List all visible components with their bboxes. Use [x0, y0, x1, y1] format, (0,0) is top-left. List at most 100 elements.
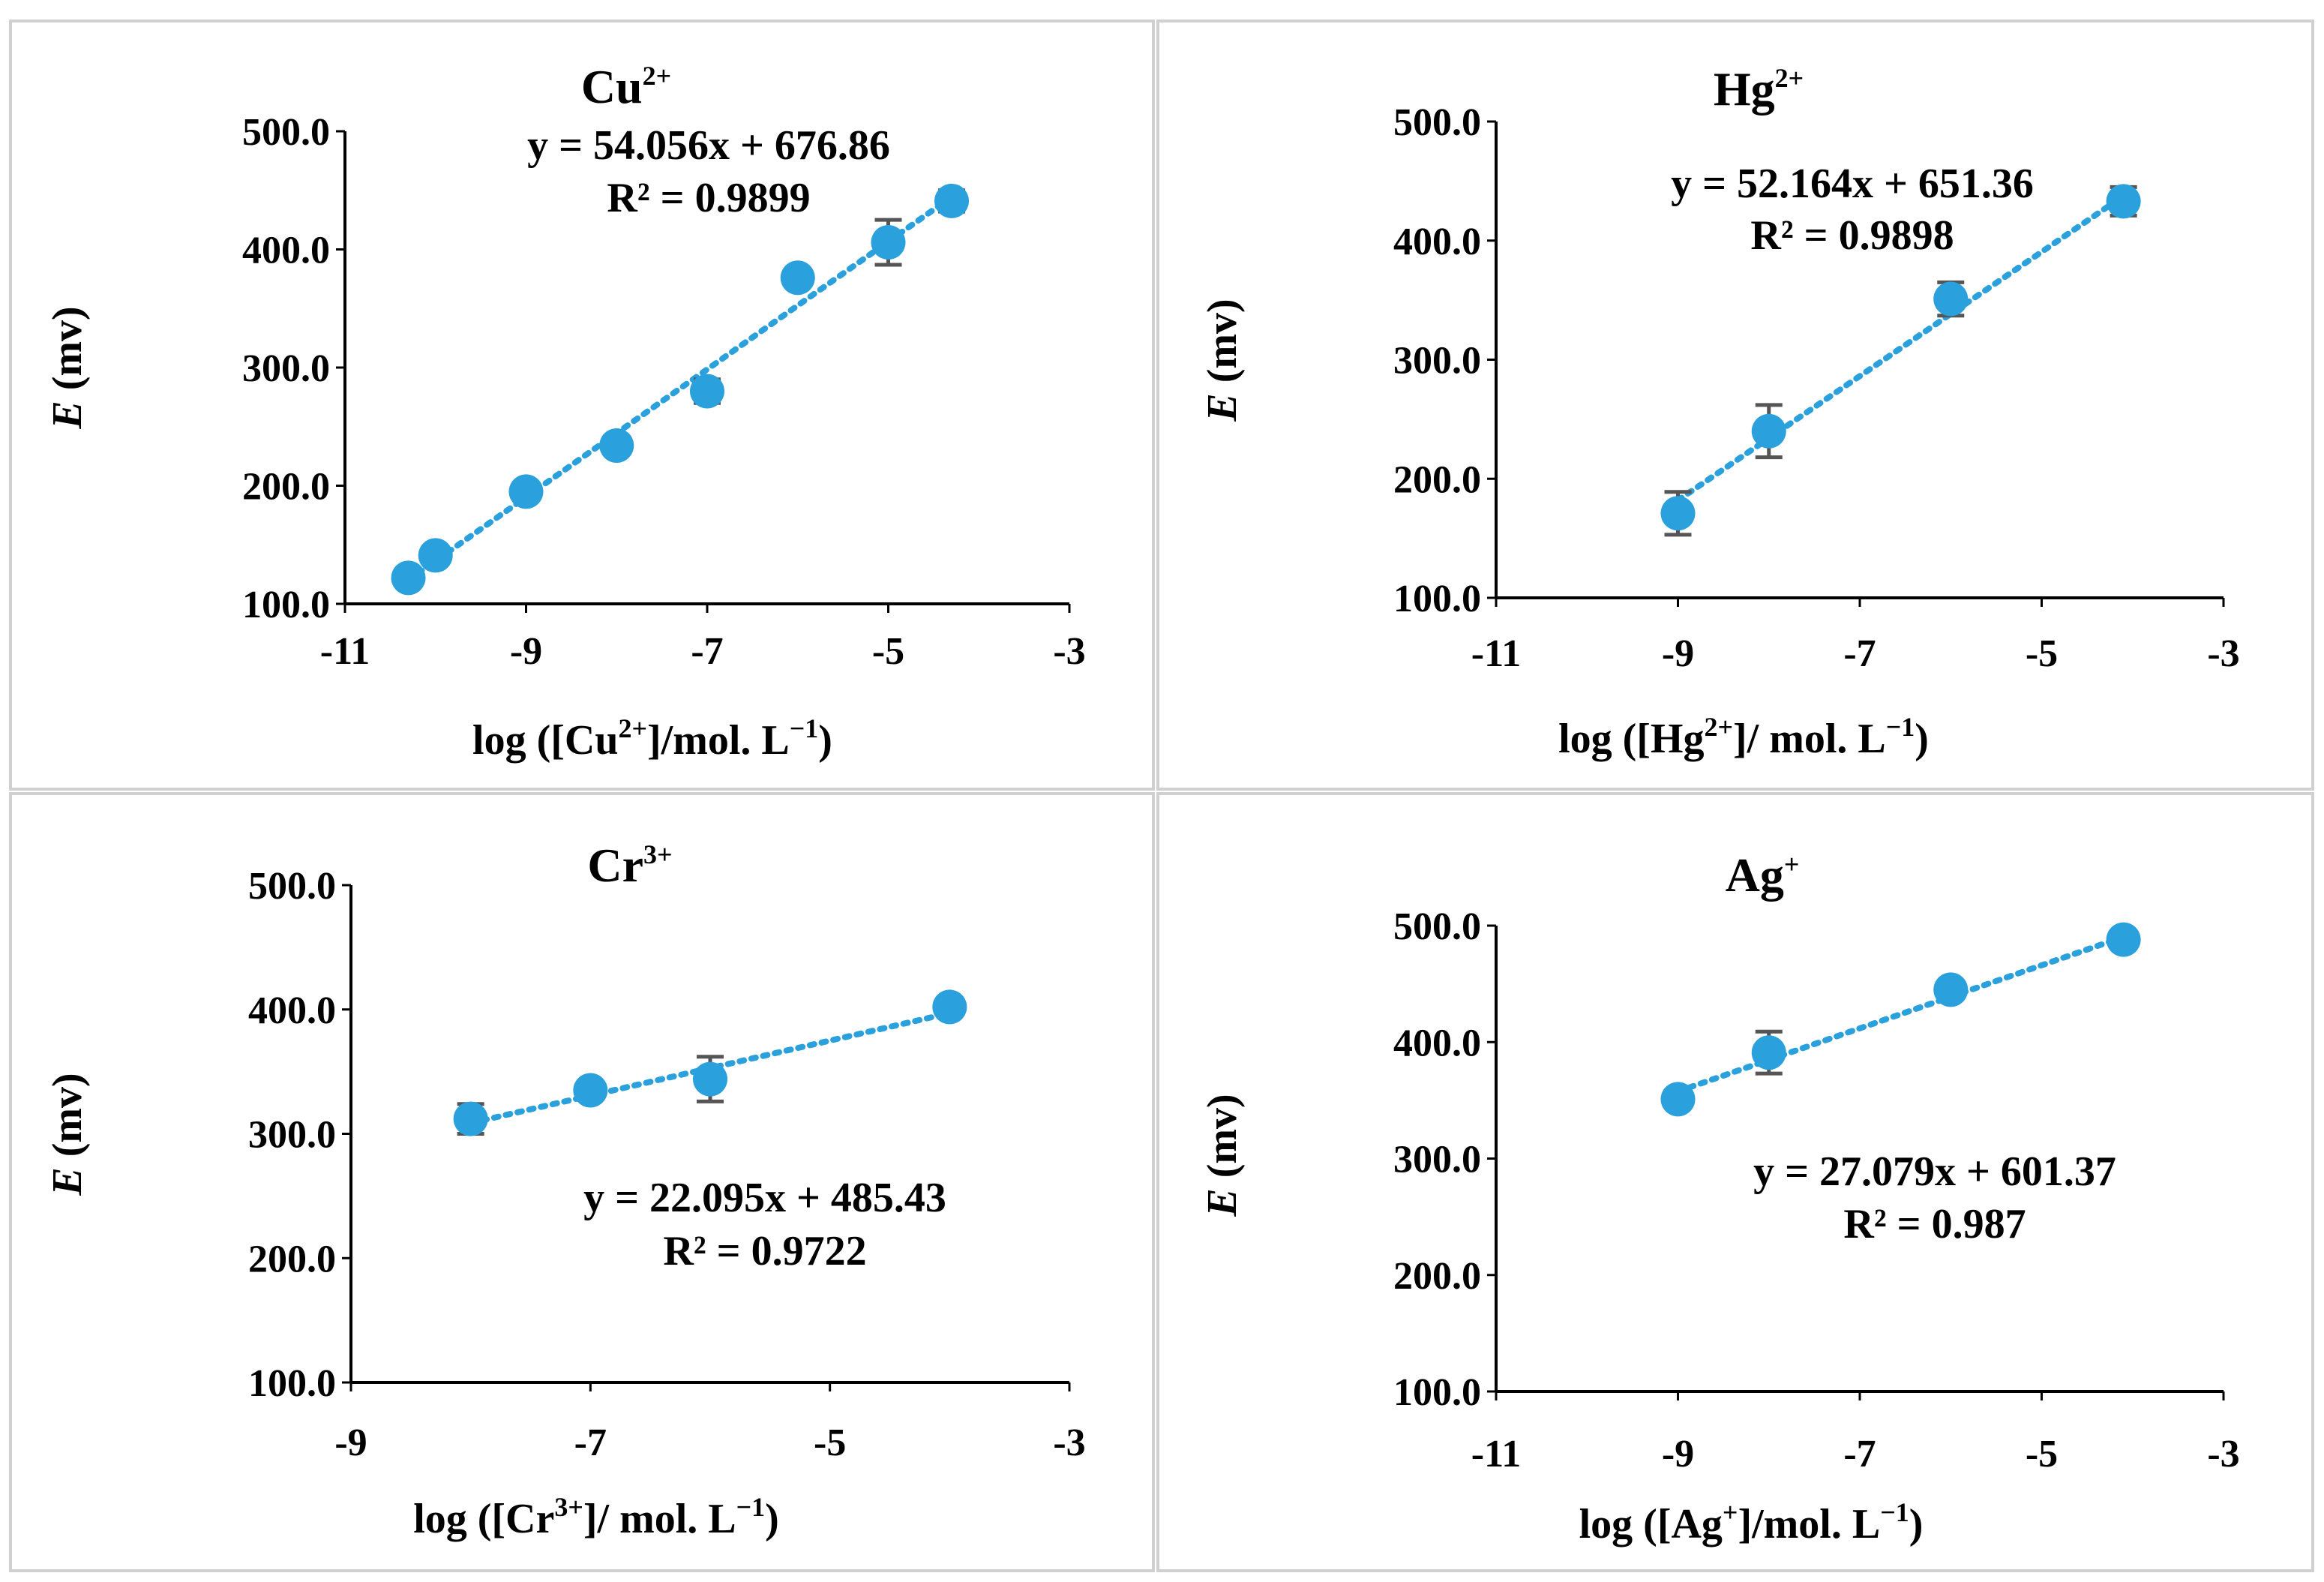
data-point: [693, 1061, 727, 1097]
x-axis-title-sup: 3+: [554, 1492, 583, 1522]
x-axis-title-pre: log ([Cr: [413, 1496, 554, 1542]
y-tick-label: 300.0: [1393, 1139, 1481, 1181]
chart-title-base: Ag: [1726, 848, 1784, 902]
data-point: [932, 989, 967, 1025]
data-point: [573, 1073, 608, 1108]
x-axis-title-sup: +: [1723, 1497, 1738, 1527]
data-point: [418, 538, 453, 573]
y-tick-label: 200.0: [1393, 458, 1481, 501]
y-tick-label: 100.0: [242, 584, 330, 626]
x-axis-title-sup2: −1: [736, 1492, 766, 1522]
data-point: [1660, 1082, 1696, 1117]
data-point: [690, 374, 724, 409]
y-axis-title-italic: E: [44, 401, 91, 429]
x-tick-label: -5: [814, 1421, 846, 1464]
x-axis-title-sup: 2+: [1704, 712, 1733, 742]
trend-equation: y = 27.079x + 601.37: [1753, 1148, 2116, 1195]
x-tick-label: -7: [1843, 632, 1876, 675]
data-point: [1751, 413, 1786, 449]
y-axis-title: E (mv): [1199, 299, 1246, 422]
y-axis-title-rest: (mv): [44, 1073, 91, 1167]
x-tick-label: -11: [1471, 632, 1521, 675]
x-tick-label: -11: [1471, 1433, 1521, 1475]
r-squared: R² = 0.9899: [607, 175, 810, 221]
panel-border-cu: [9, 20, 1155, 791]
trend-equation: y = 22.095x + 485.43: [583, 1175, 946, 1221]
y-axis-title-italic: E: [44, 1167, 91, 1196]
data-point: [508, 474, 544, 509]
panel-border-cr: [9, 792, 1155, 1572]
chart-title: Cr3+: [587, 839, 672, 892]
y-tick-label: 200.0: [248, 1238, 336, 1280]
x-axis-title: log ([Hg2+]/ mol. L−1): [1558, 712, 1929, 762]
y-axis-title: E (mv): [1199, 1094, 1246, 1217]
x-axis-title-post: ]/ mol. L: [1733, 716, 1886, 762]
data-point: [1660, 496, 1696, 531]
chart-title-sup: +: [1784, 849, 1800, 879]
y-axis-title-italic: E: [1199, 393, 1246, 422]
x-axis-title: log ([Cu2+]/mol. L−1): [472, 713, 832, 764]
y-axis-title-rest: (mv): [44, 306, 91, 401]
y-tick-label: 100.0: [1393, 1371, 1481, 1414]
y-axis-title-rest: (mv): [1199, 299, 1246, 393]
x-axis-title: log ([Cr3+]/ mol. L−1): [413, 1492, 779, 1542]
y-tick-label: 500.0: [242, 111, 330, 154]
y-tick-label: 400.0: [1393, 1022, 1481, 1064]
x-axis-title-post: ]/ mol. L: [583, 1496, 736, 1542]
y-tick-label: 500.0: [248, 865, 336, 908]
data-point: [1933, 972, 1969, 1007]
x-axis-title-pre: log ([Cu: [472, 717, 618, 764]
x-axis-title-sup2: −1: [1880, 1497, 1909, 1527]
y-tick-label: 100.0: [248, 1362, 336, 1405]
chart-title-sup: 2+: [643, 61, 672, 91]
x-axis-title-pre: log ([Hg: [1558, 716, 1704, 762]
x-tick-label: -9: [334, 1421, 367, 1464]
x-tick-label: -7: [691, 630, 723, 673]
panel-border-ag: [1156, 792, 2314, 1572]
x-tick-label: -3: [2207, 1433, 2239, 1475]
x-axis-title-end: ): [1909, 1501, 1924, 1547]
y-tick-label: 400.0: [242, 230, 330, 272]
y-axis-title: E (mv): [44, 306, 91, 429]
trendline: [405, 194, 955, 584]
chart-title: Cu2+: [581, 60, 671, 113]
r-squared: R² = 0.9898: [1750, 212, 1954, 259]
data-point: [1751, 1035, 1786, 1070]
x-tick-label: -7: [1843, 1433, 1876, 1475]
chart-title-sup: 3+: [643, 839, 673, 869]
r-squared: R² = 0.9722: [663, 1228, 866, 1274]
data-point: [2106, 184, 2141, 219]
y-tick-label: 200.0: [242, 466, 330, 509]
data-point: [934, 183, 970, 218]
r-squared: R² = 0.987: [1843, 1201, 2026, 1247]
y-tick-label: 100.0: [1393, 578, 1481, 620]
chart-title-base: Hg: [1714, 62, 1775, 116]
y-axis-title-italic: E: [1199, 1188, 1246, 1217]
x-axis-title: log ([Ag+]/mol. L−1): [1579, 1497, 1924, 1547]
y-tick-label: 200.0: [1393, 1255, 1481, 1298]
x-tick-label: -5: [2026, 632, 2058, 675]
y-tick-label: 400.0: [1393, 221, 1481, 263]
x-axis-title-post: ]/mol. L: [1738, 1501, 1880, 1547]
chart-title-base: Cu: [581, 60, 643, 113]
data-point: [453, 1101, 488, 1136]
data-point: [871, 225, 906, 260]
x-tick-label: -9: [1662, 632, 1694, 675]
panel-border-hg: [1156, 20, 2314, 791]
x-axis-title-pre: log ([Ag: [1579, 1501, 1723, 1547]
trend-equation: y = 54.056x + 676.86: [527, 122, 890, 169]
chart-title: Hg2+: [1714, 62, 1804, 116]
x-axis-title-end: ): [1915, 716, 1929, 762]
data-point: [599, 428, 634, 463]
y-tick-label: 300.0: [1393, 340, 1481, 383]
x-axis-title-sup2: −1: [1886, 712, 1915, 742]
chart-title-base: Cr: [587, 839, 643, 892]
y-tick-label: 400.0: [248, 989, 336, 1032]
trendline: [1675, 193, 2127, 504]
y-tick-label: 500.0: [1393, 101, 1481, 144]
